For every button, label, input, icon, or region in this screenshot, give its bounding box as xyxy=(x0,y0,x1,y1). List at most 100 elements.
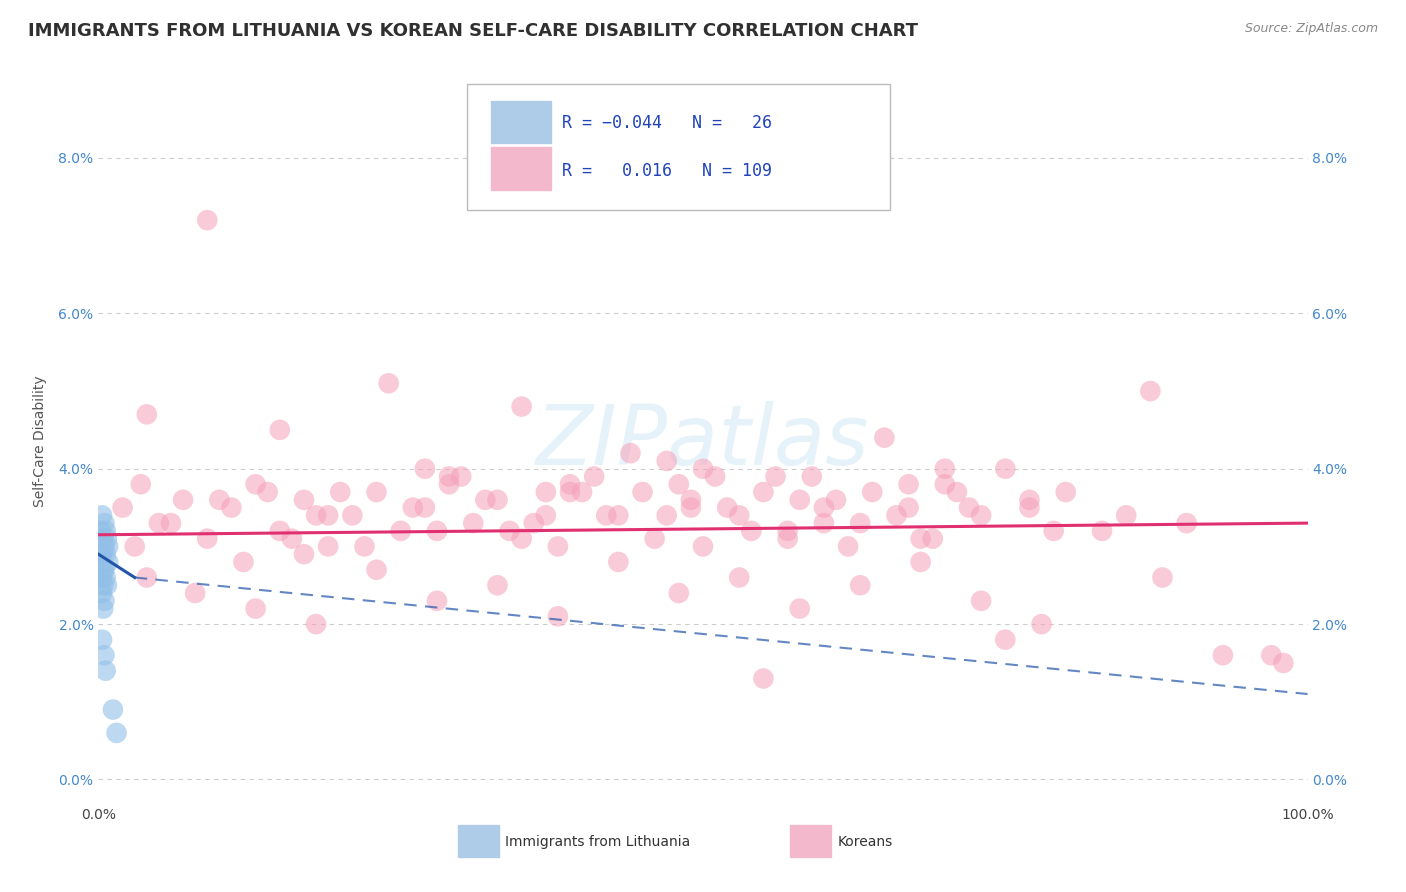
FancyBboxPatch shape xyxy=(467,84,890,211)
Point xyxy=(305,617,328,632)
Point xyxy=(292,547,315,561)
Point xyxy=(849,578,872,592)
Point xyxy=(655,454,678,468)
Text: Koreans: Koreans xyxy=(837,835,893,849)
Point xyxy=(97,540,120,554)
Text: R = −0.044   N =   26: R = −0.044 N = 26 xyxy=(561,114,772,132)
Point xyxy=(644,532,666,546)
Point xyxy=(413,461,436,475)
Point xyxy=(631,485,654,500)
Point xyxy=(934,461,956,475)
Point xyxy=(329,485,352,500)
Point xyxy=(534,508,557,523)
Point xyxy=(860,485,883,500)
Point xyxy=(172,492,194,507)
Point xyxy=(752,672,775,686)
Point xyxy=(366,485,388,500)
Point xyxy=(946,485,969,500)
Point xyxy=(1212,648,1234,663)
Point xyxy=(886,508,908,523)
Point xyxy=(245,477,267,491)
Point xyxy=(135,570,157,584)
Point xyxy=(679,492,702,507)
Point xyxy=(619,446,641,460)
Point xyxy=(813,500,835,515)
Point xyxy=(957,500,980,515)
Point xyxy=(547,609,569,624)
Point xyxy=(91,578,114,592)
Point xyxy=(450,469,472,483)
Point xyxy=(571,485,593,500)
Point xyxy=(1091,524,1114,538)
Point xyxy=(97,555,120,569)
Point xyxy=(765,469,787,483)
Point xyxy=(402,500,425,515)
FancyBboxPatch shape xyxy=(492,101,551,143)
Point xyxy=(426,524,449,538)
Point xyxy=(728,508,751,523)
Point xyxy=(692,461,714,475)
Y-axis label: Self-Care Disability: Self-Care Disability xyxy=(34,376,48,508)
Point xyxy=(437,469,460,483)
Point xyxy=(96,532,118,546)
Point xyxy=(934,477,956,491)
Point xyxy=(1018,492,1040,507)
Point xyxy=(111,500,134,515)
Point xyxy=(292,492,315,507)
Point xyxy=(1042,524,1064,538)
Point xyxy=(256,485,278,500)
Text: R =   0.016   N = 109: R = 0.016 N = 109 xyxy=(561,161,772,179)
Point xyxy=(498,524,520,538)
Point xyxy=(305,508,328,523)
Point xyxy=(101,702,124,716)
Point xyxy=(105,726,128,740)
Point xyxy=(800,469,823,483)
Point xyxy=(91,532,114,546)
Point xyxy=(426,594,449,608)
Point xyxy=(994,461,1017,475)
Point xyxy=(558,485,581,500)
Point xyxy=(716,500,738,515)
Point xyxy=(245,601,267,615)
Point xyxy=(910,532,932,546)
Point xyxy=(90,555,112,569)
Point xyxy=(208,492,231,507)
Point xyxy=(93,516,115,530)
Point xyxy=(94,570,117,584)
Point xyxy=(389,524,412,538)
Point xyxy=(1018,500,1040,515)
Point xyxy=(1175,516,1198,530)
Point xyxy=(91,632,114,647)
Point xyxy=(728,570,751,584)
Point xyxy=(1054,485,1077,500)
Point xyxy=(740,524,762,538)
FancyBboxPatch shape xyxy=(492,147,551,190)
Point xyxy=(607,555,630,569)
Point xyxy=(184,586,207,600)
Point xyxy=(523,516,546,530)
Point xyxy=(94,664,117,678)
Point xyxy=(1260,648,1282,663)
Point xyxy=(316,540,339,554)
Point xyxy=(849,516,872,530)
Point xyxy=(510,532,533,546)
Point xyxy=(93,540,115,554)
Point xyxy=(970,594,993,608)
Point xyxy=(377,376,399,391)
Point xyxy=(160,516,183,530)
Point xyxy=(91,570,114,584)
Text: Source: ZipAtlas.com: Source: ZipAtlas.com xyxy=(1244,22,1378,36)
Point xyxy=(135,408,157,422)
Point xyxy=(668,477,690,491)
Point xyxy=(510,400,533,414)
Text: Immigrants from Lithuania: Immigrants from Lithuania xyxy=(505,835,690,849)
Point xyxy=(583,469,606,483)
Point xyxy=(463,516,485,530)
Point xyxy=(534,485,557,500)
Point xyxy=(221,500,243,515)
Point xyxy=(776,524,799,538)
Point xyxy=(704,469,727,483)
Point xyxy=(90,524,112,538)
Point xyxy=(1139,384,1161,398)
Point xyxy=(195,532,218,546)
